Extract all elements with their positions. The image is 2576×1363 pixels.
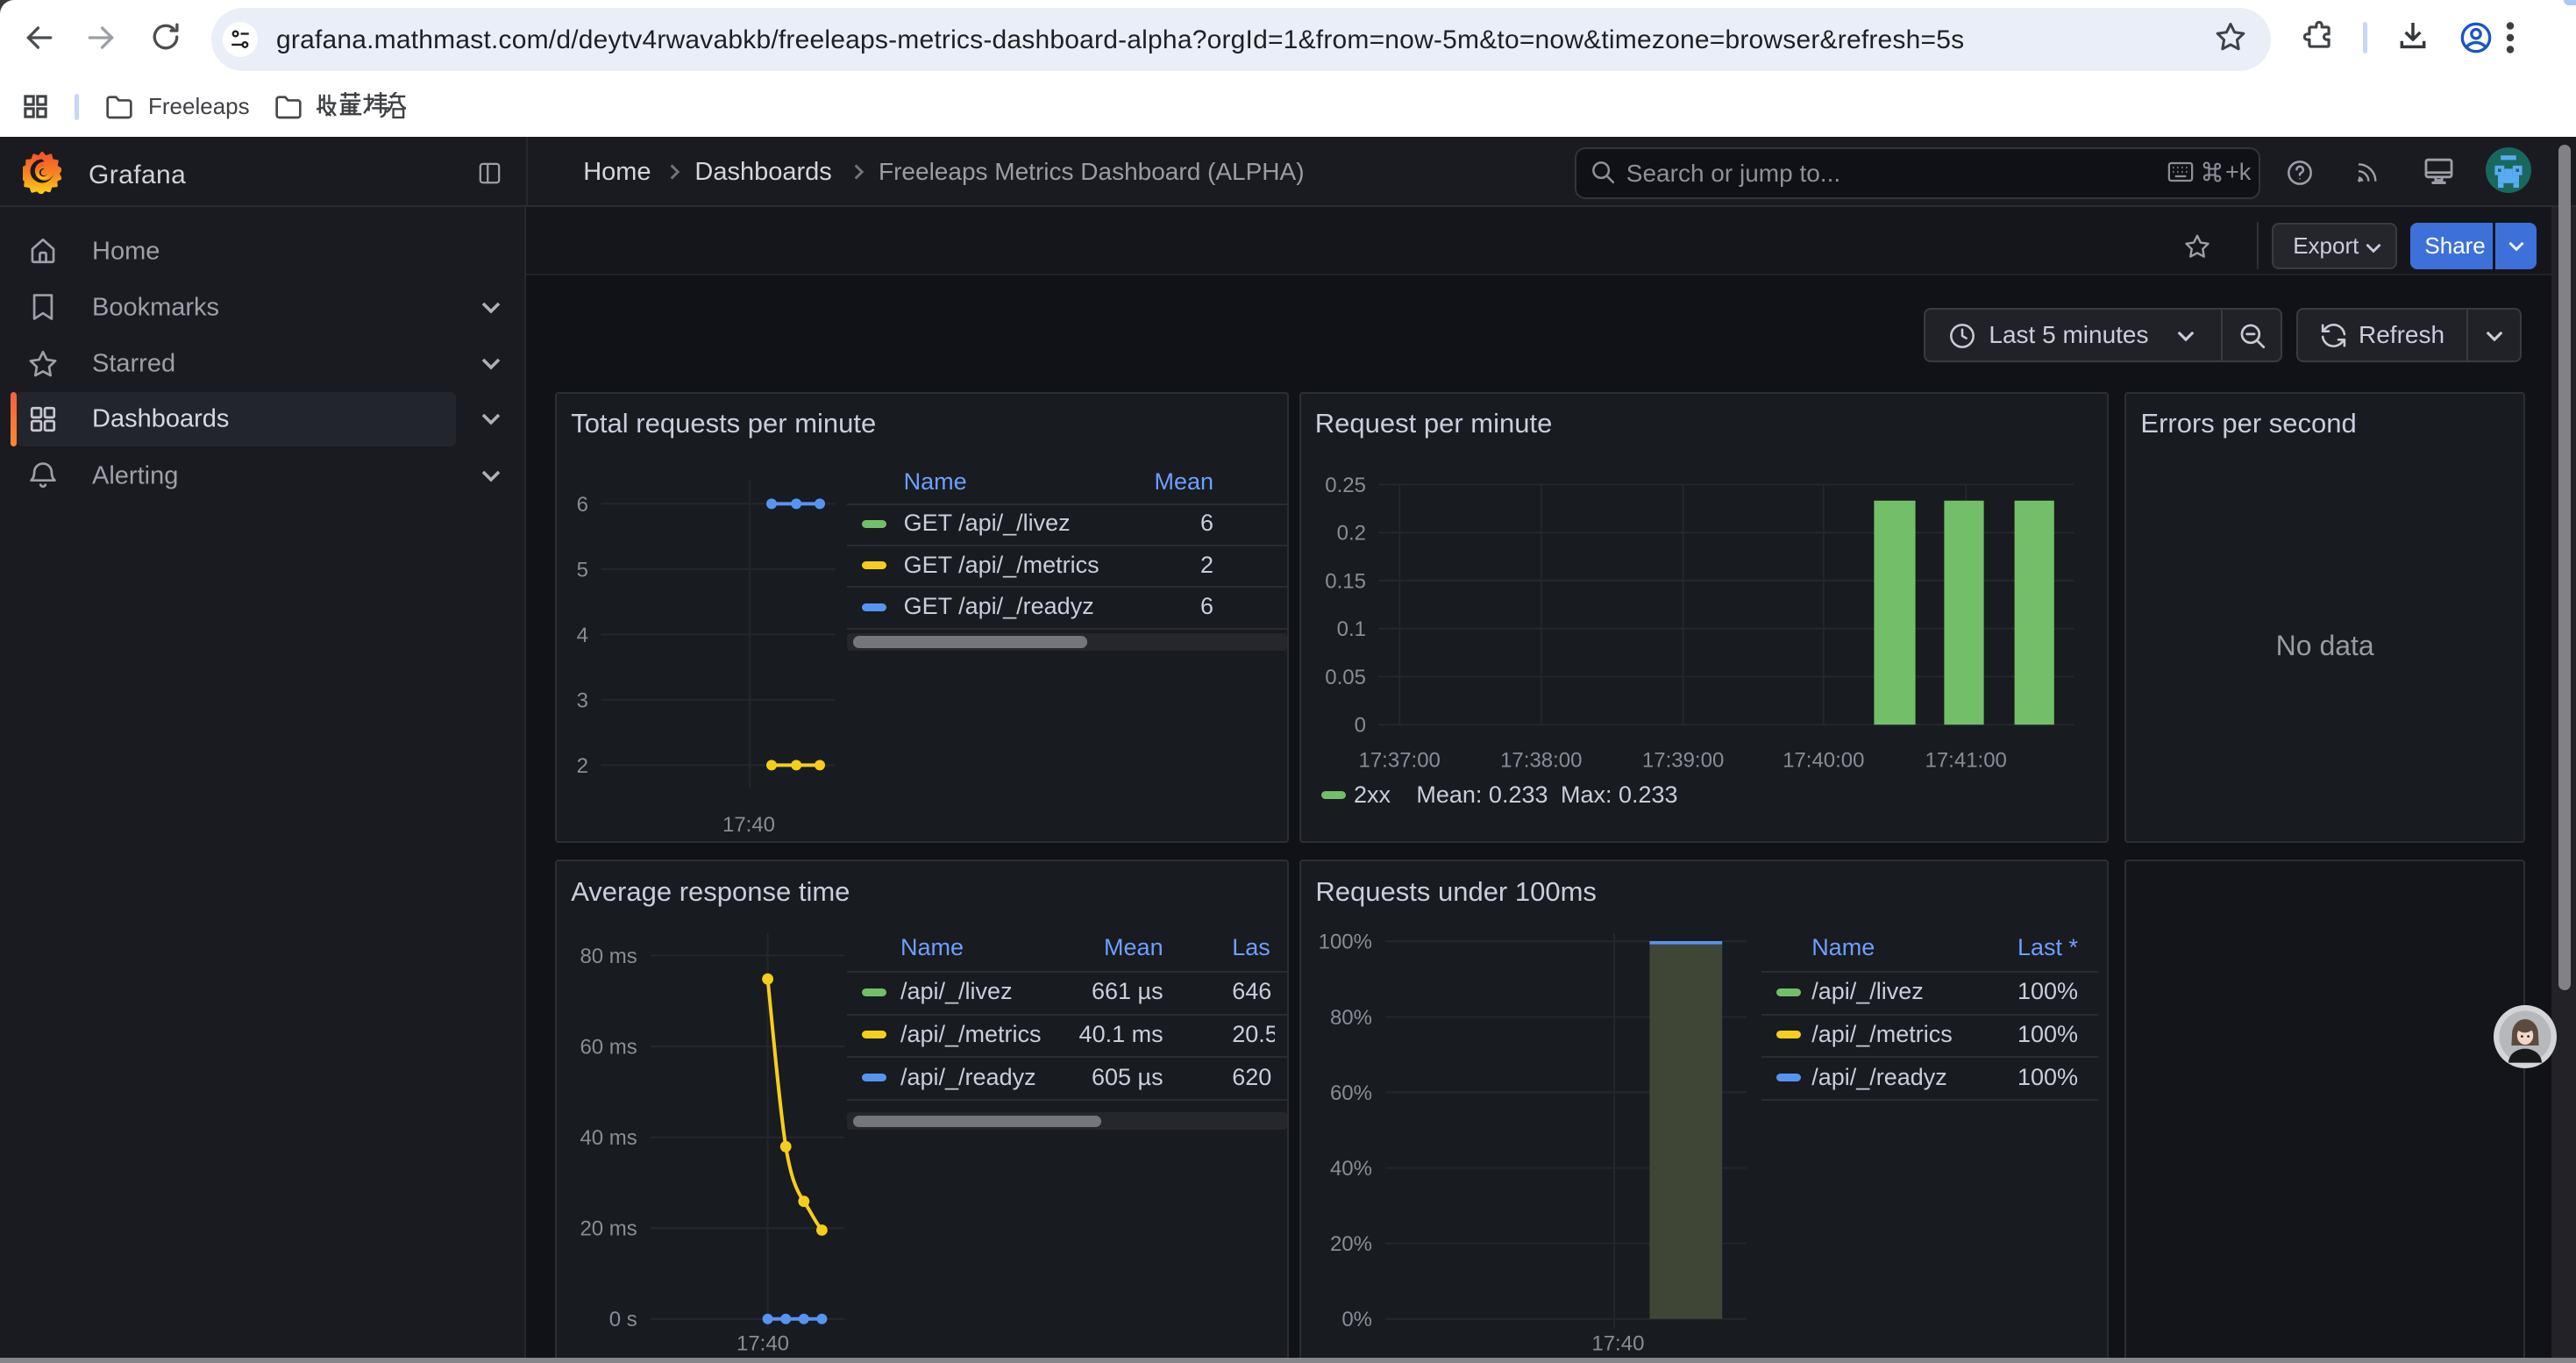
svg-text:0.25: 0.25: [1325, 473, 1366, 496]
svg-text:3: 3: [577, 689, 588, 712]
svg-text:17:38:00: 17:38:00: [1500, 748, 1582, 772]
svg-text:17:39:00: 17:39:00: [1642, 748, 1724, 772]
svg-text:17:40: 17:40: [737, 1332, 789, 1356]
svg-text:0: 0: [1355, 713, 1366, 737]
svg-text:17:40: 17:40: [1591, 1332, 1644, 1356]
svg-text:0.15: 0.15: [1325, 569, 1366, 593]
svg-text:20%: 20%: [1330, 1232, 1372, 1256]
svg-text:100%: 100%: [1319, 931, 1372, 954]
svg-text:17:41:00: 17:41:00: [1925, 748, 2006, 772]
svg-text:17:40: 17:40: [722, 813, 775, 837]
svg-text:0 s: 0 s: [609, 1308, 637, 1331]
svg-text:2: 2: [577, 753, 588, 777]
svg-text:0.05: 0.05: [1325, 665, 1366, 689]
svg-text:17:40:00: 17:40:00: [1783, 748, 1864, 772]
svg-text:5: 5: [577, 558, 588, 582]
svg-text:60 ms: 60 ms: [580, 1036, 637, 1060]
svg-text:40 ms: 40 ms: [580, 1126, 637, 1150]
svg-text:20 ms: 20 ms: [580, 1217, 637, 1241]
svg-text:6: 6: [577, 492, 588, 516]
svg-text:4: 4: [577, 623, 588, 646]
svg-text:60%: 60%: [1330, 1081, 1372, 1105]
svg-text:0.1: 0.1: [1337, 617, 1366, 641]
svg-text:0.2: 0.2: [1337, 521, 1366, 545]
svg-text:40%: 40%: [1330, 1157, 1372, 1181]
svg-text:0%: 0%: [1341, 1308, 1372, 1331]
svg-text:80%: 80%: [1330, 1006, 1372, 1030]
svg-text:17:37:00: 17:37:00: [1358, 748, 1440, 772]
svg-text:80 ms: 80 ms: [580, 945, 637, 968]
